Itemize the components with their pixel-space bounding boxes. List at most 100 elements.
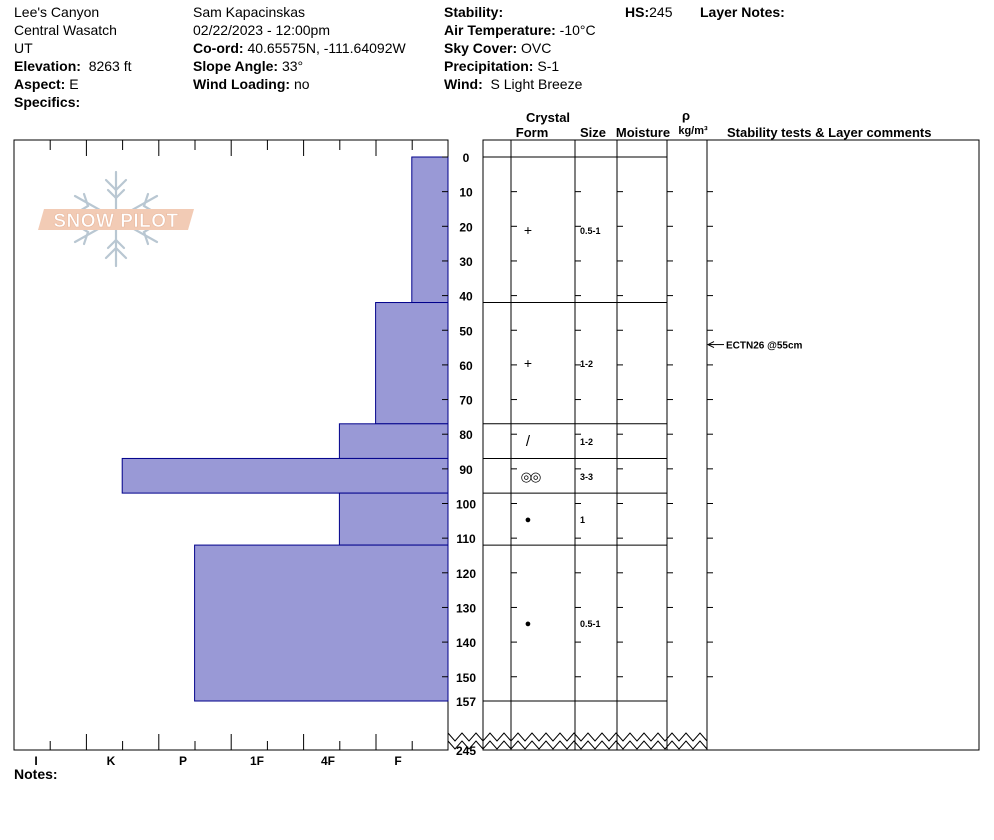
crystal-form-icon-6: ●	[525, 618, 532, 630]
zigzag-line-2	[447, 740, 708, 750]
depth-label-0: 0	[463, 151, 470, 165]
slope-label: Slope Angle:	[193, 58, 279, 74]
rho-header: ρ	[681, 108, 691, 123]
hardness-bar-6	[194, 544, 449, 702]
hardness-label-F: F	[394, 754, 401, 768]
specifics-label: Specifics:	[14, 94, 81, 110]
elevation-label: Elevation:	[14, 58, 81, 74]
depth-label-80: 80	[459, 428, 473, 442]
wind: Wind: S Light Breeze	[444, 75, 582, 93]
density-unit-header: kg/m³	[678, 125, 708, 137]
depth-label-110: 110	[456, 532, 476, 546]
hardness-label-K: K	[107, 754, 116, 768]
coordinates: Co-ord: 40.65575N, -111.64092W	[193, 39, 406, 57]
aspect-label: Aspect:	[14, 76, 66, 92]
stability-test-label-1: ECTN26 @55cm	[726, 341, 803, 352]
depth-break-zigzag	[447, 732, 708, 750]
hardness-label-1F: 1F	[250, 754, 264, 768]
size-header: Size	[579, 125, 606, 140]
depth-label-10: 10	[459, 186, 473, 200]
layer-table-columns	[510, 140, 713, 750]
hs-value: 245	[649, 4, 673, 20]
hardness-label-I: I	[34, 754, 37, 768]
crystal-size-2: 1-2	[580, 359, 593, 369]
logo-text: SNOW PILOT	[53, 211, 178, 232]
depth-axis: 0 10 20 30 40 50 60 70 80 90 100 110 120 130 140 150 157…	[442, 151, 476, 758]
depth-label-70: 70	[459, 394, 473, 408]
depth-label-60: 60	[459, 359, 473, 373]
form-header: Form	[515, 125, 549, 140]
depth-label-140: 140	[456, 636, 476, 650]
coord-label: Co-ord:	[193, 40, 244, 56]
wind-loading-value: no	[293, 76, 310, 92]
sky-cover: Sky Cover: OVC	[444, 39, 551, 57]
hardness-bottom-axis: I K P 1F 4F F	[34, 734, 413, 768]
depth-label-50: 50	[459, 324, 473, 338]
depth-label-157: 157	[456, 695, 476, 709]
slope-value: 33°	[281, 58, 304, 74]
hardness-bar-1	[411, 156, 449, 304]
location: Lee's Canyon	[14, 4, 100, 20]
sky-value: OVC	[521, 40, 552, 56]
layer-notes-label: Layer Notes:	[700, 4, 785, 20]
aspect: Aspect: E	[14, 75, 79, 93]
hardness-label-4F: 4F	[321, 754, 335, 768]
hardness-bar-3	[338, 423, 449, 459]
wind-loading-label: Wind Loading:	[193, 76, 291, 92]
air-temp-label: Air Temperature:	[444, 22, 556, 38]
snowpilot-logo: SNOW PILOT	[38, 170, 194, 268]
depth-label-30: 30	[459, 255, 473, 269]
wind-value: S Light Breeze	[490, 76, 583, 92]
layer-table-rows: +0.5-1 + 1-2 / 1-2 ◎◎ 3-3 ● 1 ● 0.5-1	[483, 156, 667, 702]
crystal-size-6: 0.5-1	[580, 619, 601, 629]
crystal-size-5: 1	[580, 515, 585, 525]
crystal-size-1: 0.5-1	[580, 226, 601, 236]
depth-label-120: 120	[456, 567, 476, 581]
specifics: Specifics:	[14, 93, 80, 111]
stability-tests: ECTN26 @55cm	[706, 341, 803, 352]
air-temp-value: -10°C	[559, 22, 596, 38]
crystal-size-3: 1-2	[580, 437, 593, 447]
hardness-label-P: P	[179, 754, 187, 768]
precip-value: S-1	[537, 58, 560, 74]
wind-loading: Wind Loading: no	[193, 75, 310, 93]
coord-value: 40.65575N, -111.64092W	[247, 40, 406, 56]
depth-label-40: 40	[459, 290, 473, 304]
comments-header: Stability tests & Layer comments	[727, 125, 932, 140]
hs-label: HS:	[625, 4, 650, 20]
datetime: 02/22/2023 - 12:00pm	[193, 22, 330, 38]
range: Central Wasatch	[14, 22, 117, 38]
notes-label: Notes:	[14, 766, 58, 782]
layer-table-frame	[482, 139, 980, 751]
crystal-form-icon-4: ◎◎	[521, 469, 541, 484]
depth-label-20: 20	[459, 220, 473, 234]
crystal-form-icon-1: +	[524, 222, 532, 238]
crystal-form-icon-5: ●	[525, 514, 532, 526]
wind-label: Wind:	[444, 76, 483, 92]
observer: Sam Kapacinskas	[193, 4, 306, 20]
crystal-size-4: 3-3	[580, 472, 593, 482]
depth-label-90: 90	[459, 463, 473, 477]
elevation: Elevation: 8263 ft	[14, 57, 132, 75]
state: UT	[14, 40, 33, 56]
zigzag-line-1	[447, 732, 708, 742]
hardness-bars	[121, 156, 449, 702]
snow-height: HS:245	[625, 3, 672, 21]
sky-label: Sky Cover:	[444, 40, 518, 56]
hardness-bar-4	[121, 457, 449, 494]
hardness-top-ticks	[49, 140, 413, 156]
hardness-bar-5	[338, 492, 449, 546]
stability: Stability:	[444, 3, 503, 21]
moisture-header: Moisture	[615, 125, 671, 140]
air-temperature: Air Temperature: -10°C	[444, 21, 596, 39]
precipitation: Precipitation: S-1	[444, 57, 559, 75]
crystal-header: Crystal	[525, 110, 571, 125]
depth-label-100: 100	[456, 498, 476, 512]
layer-notes: Layer Notes:	[700, 3, 785, 21]
depth-label-130: 130	[456, 601, 476, 615]
aspect-value: E	[69, 76, 79, 92]
stability-label: Stability:	[444, 4, 504, 20]
elevation-value: 8263 ft	[88, 58, 132, 74]
arrow-head	[706, 341, 715, 349]
